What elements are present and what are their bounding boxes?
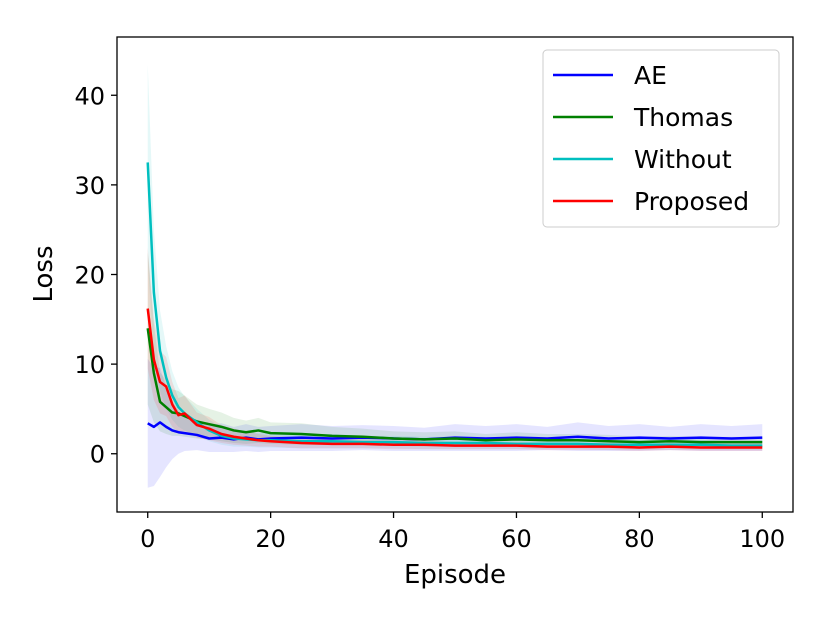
legend-label-ae: AE xyxy=(634,61,667,90)
x-tick-label: 60 xyxy=(501,525,532,553)
legend-frame xyxy=(542,49,780,228)
series-line-ae xyxy=(147,421,763,441)
y-tick-label: 0 xyxy=(90,441,105,469)
x-tick-label: 0 xyxy=(140,525,155,553)
x-tick-label: 80 xyxy=(624,525,655,553)
y-tick-label: 20 xyxy=(74,262,105,290)
series-line-proposed xyxy=(146,308,763,449)
legend: AE Thomas Without Proposed xyxy=(542,49,780,228)
legend-label-thomas: Thomas xyxy=(633,103,733,132)
y-axis-label: Loss xyxy=(29,245,59,302)
series-line-without xyxy=(146,162,763,447)
y-axis-ticks: 0 10 20 30 40 xyxy=(74,82,117,469)
x-tick-label: 40 xyxy=(378,525,409,553)
x-axis-label: Episode xyxy=(404,560,506,590)
y-tick-label: 40 xyxy=(74,82,105,110)
band-thomas xyxy=(147,252,763,448)
series-lines xyxy=(146,162,763,449)
x-tick-label: 20 xyxy=(255,525,286,553)
y-tick-label: 10 xyxy=(74,351,105,379)
x-tick-label: 100 xyxy=(739,525,785,553)
y-tick-label: 30 xyxy=(74,172,105,200)
legend-label-without: Without xyxy=(634,145,732,174)
legend-label-proposed: Proposed xyxy=(634,187,749,216)
x-axis-ticks: 0 20 40 60 80 100 xyxy=(140,512,785,553)
